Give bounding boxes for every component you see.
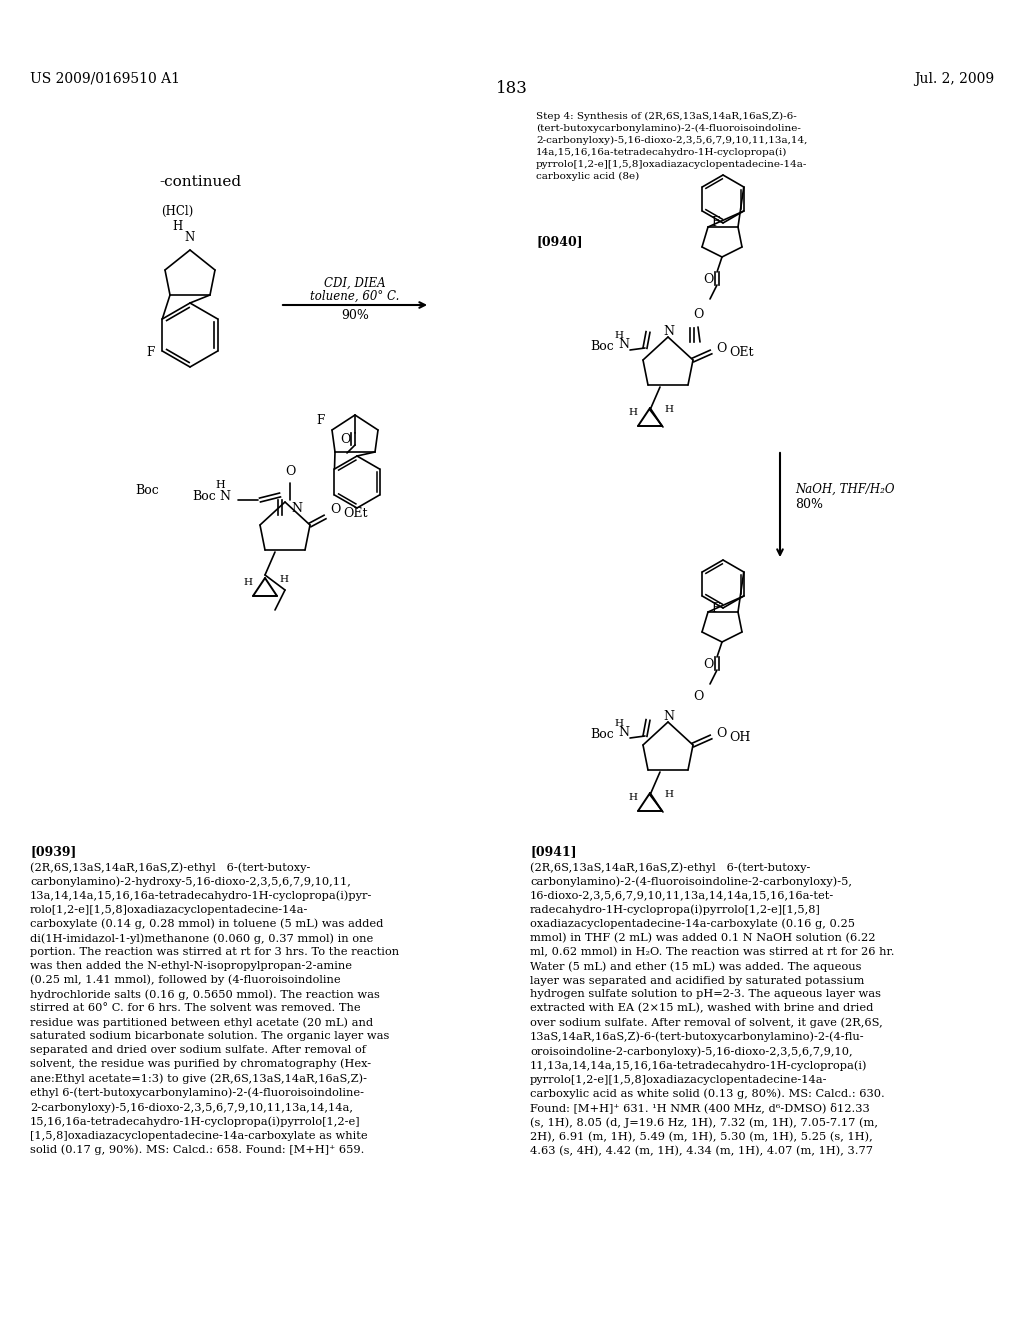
Text: O: O: [716, 727, 726, 741]
Text: (2R,6S,13aS,14aR,16aS,Z)-ethyl   6-(tert-butoxy-
carbonylamino)-2-(4-fluoroisoin: (2R,6S,13aS,14aR,16aS,Z)-ethyl 6-(tert-b…: [530, 862, 895, 1156]
Text: N: N: [618, 338, 629, 351]
Text: F: F: [712, 216, 720, 230]
Text: (2R,6S,13aS,14aR,16aS,Z)-ethyl   6-(tert-butoxy-
carbonylamino)-2-hydroxy-5,16-d: (2R,6S,13aS,14aR,16aS,Z)-ethyl 6-(tert-b…: [30, 862, 399, 1155]
Text: O: O: [693, 308, 703, 321]
Text: H: H: [614, 331, 623, 341]
Text: toluene, 60° C.: toluene, 60° C.: [310, 290, 399, 304]
Text: Jul. 2, 2009: Jul. 2, 2009: [913, 73, 994, 86]
Text: F: F: [316, 413, 325, 426]
Text: Boc: Boc: [193, 490, 216, 503]
Text: N: N: [664, 325, 675, 338]
Text: O: O: [702, 273, 713, 286]
Text: (HCl): (HCl): [161, 205, 194, 218]
Text: O: O: [285, 465, 295, 478]
Text: [0939]: [0939]: [30, 845, 77, 858]
Text: H: H: [614, 719, 623, 729]
Text: N: N: [292, 502, 302, 515]
Text: OEt: OEt: [343, 507, 368, 520]
Text: H: H: [664, 789, 673, 799]
Text: NaOH, THF/H₂O: NaOH, THF/H₂O: [795, 483, 895, 496]
Text: O: O: [340, 433, 350, 446]
Text: F: F: [712, 602, 720, 615]
Text: Boc: Boc: [135, 483, 159, 496]
Text: N: N: [618, 726, 629, 739]
Text: Step 4: Synthesis of (2R,6S,13aS,14aR,16aS,Z)-6-
(tert-butoxycarbonylamino)-2-(4: Step 4: Synthesis of (2R,6S,13aS,14aR,16…: [536, 112, 807, 181]
Text: 90%: 90%: [341, 309, 369, 322]
Text: H: H: [628, 408, 637, 417]
Text: F: F: [146, 346, 155, 359]
Text: H: H: [215, 480, 225, 490]
Text: 80%: 80%: [795, 498, 823, 511]
Text: H: H: [279, 576, 288, 583]
Text: US 2009/0169510 A1: US 2009/0169510 A1: [30, 73, 180, 86]
Text: N: N: [185, 231, 196, 244]
Text: Boc: Boc: [590, 729, 613, 741]
Text: CDI, DIEA: CDI, DIEA: [325, 277, 386, 290]
Text: OEt: OEt: [729, 346, 754, 359]
Text: H: H: [172, 220, 182, 234]
Text: N: N: [664, 710, 675, 723]
Text: [0940]: [0940]: [536, 235, 583, 248]
Text: [0941]: [0941]: [530, 845, 577, 858]
Text: H: H: [243, 578, 252, 587]
Text: OH: OH: [729, 731, 751, 744]
Text: O: O: [693, 690, 703, 704]
Text: H: H: [628, 793, 637, 803]
Text: O: O: [702, 657, 713, 671]
Text: Boc: Boc: [590, 341, 613, 352]
Text: N: N: [219, 490, 230, 503]
Text: H: H: [664, 405, 673, 414]
Text: O: O: [330, 503, 340, 516]
Text: O: O: [716, 342, 726, 355]
Text: 183: 183: [496, 81, 528, 96]
Text: -continued: -continued: [159, 176, 241, 189]
